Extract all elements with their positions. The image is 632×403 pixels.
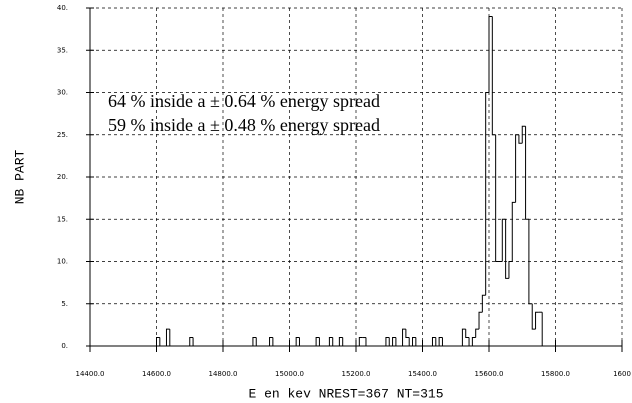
histogram-bin bbox=[468, 337, 473, 347]
histogram-bin bbox=[461, 328, 466, 346]
histogram-bin bbox=[485, 92, 489, 296]
histogram-bin bbox=[365, 337, 370, 347]
histogram-bin bbox=[431, 337, 436, 346]
y-tick-label: 40. bbox=[57, 4, 68, 12]
histogram-bin bbox=[528, 219, 533, 305]
histogram-bin bbox=[478, 311, 483, 330]
x-tick-label: 14800.0 bbox=[209, 370, 238, 378]
x-tick-label: 15400.0 bbox=[408, 370, 437, 378]
y-tick-label: 20. bbox=[57, 173, 68, 181]
histogram-bin bbox=[189, 337, 194, 346]
histogram-bin bbox=[441, 337, 446, 347]
x-tick-label: 15600.0 bbox=[475, 370, 504, 378]
histogram-bin bbox=[438, 337, 443, 346]
histogram-bin bbox=[501, 218, 506, 262]
histogram-bin bbox=[342, 337, 347, 347]
x-tick-label: 15000.0 bbox=[275, 370, 304, 378]
histogram-bin bbox=[298, 337, 303, 347]
histogram-bin bbox=[169, 329, 174, 347]
histogram-bin bbox=[315, 337, 320, 346]
histogram-bin bbox=[402, 328, 406, 346]
histogram-bin bbox=[328, 337, 333, 346]
y-tick-label: 10. bbox=[57, 258, 68, 266]
histogram-bin bbox=[518, 134, 523, 144]
histogram-bin bbox=[165, 328, 170, 346]
histogram-bin bbox=[495, 134, 499, 262]
histogram-bin bbox=[358, 337, 363, 346]
histogram-bin bbox=[385, 337, 390, 346]
annotation: 64 % inside a ± 0.64 % energy spread bbox=[108, 91, 380, 111]
y-tick-label: 15. bbox=[57, 215, 68, 223]
histogram-bin bbox=[505, 219, 509, 279]
histogram-bin bbox=[491, 16, 496, 136]
histogram-bin bbox=[318, 337, 323, 347]
histogram-bin bbox=[525, 126, 529, 220]
histogram-bin bbox=[521, 125, 526, 144]
histogram-bin bbox=[515, 134, 519, 203]
histogram-bin bbox=[415, 337, 420, 347]
histogram-bin bbox=[531, 303, 536, 330]
x-tick-label: 1600 bbox=[613, 370, 631, 378]
histogram-bin bbox=[405, 329, 410, 339]
histogram-bin bbox=[395, 337, 400, 347]
histogram-bin bbox=[535, 311, 539, 330]
histogram-bin bbox=[511, 201, 516, 262]
histogram-bin bbox=[392, 337, 396, 346]
annotation: 59 % inside a ± 0.48 % energy spread bbox=[108, 115, 380, 135]
histogram-bin bbox=[475, 328, 480, 338]
histogram-bin bbox=[272, 337, 277, 347]
x-tick-label: 15200.0 bbox=[342, 370, 371, 378]
histogram-bin bbox=[408, 337, 413, 347]
histogram-bin bbox=[488, 15, 493, 93]
histogram-bin bbox=[412, 337, 416, 346]
x-tick-label: 14400.0 bbox=[76, 370, 105, 378]
y-tick-label: 35. bbox=[57, 46, 68, 54]
y-tick-label: 25. bbox=[57, 131, 68, 139]
y-tick-label: 0. bbox=[61, 342, 68, 350]
y-tick-label: 5. bbox=[61, 300, 68, 308]
histogram-bin bbox=[255, 337, 260, 347]
histogram-bin bbox=[269, 337, 273, 346]
histogram-bin bbox=[252, 337, 257, 346]
histogram-bin bbox=[435, 337, 440, 347]
histogram-bin bbox=[465, 329, 470, 339]
x-tick-label: 14600.0 bbox=[142, 370, 171, 378]
y-tick-label: 30. bbox=[57, 89, 68, 97]
histogram-bin bbox=[388, 337, 393, 347]
histogram-bin bbox=[471, 337, 476, 346]
x-tick-label: 15800.0 bbox=[541, 370, 570, 378]
histogram-bin bbox=[481, 294, 486, 313]
histogram-bin bbox=[332, 337, 337, 347]
y-axis-title: NB PART bbox=[12, 149, 27, 204]
histogram-bin bbox=[295, 337, 300, 346]
histogram-bin bbox=[156, 337, 160, 346]
histogram-bin bbox=[508, 261, 513, 279]
histogram-bin bbox=[159, 337, 164, 347]
histogram-bin bbox=[338, 337, 343, 346]
histogram-bin bbox=[192, 337, 197, 347]
x-axis-title: E en kev NREST=367 NT=315 bbox=[248, 386, 443, 401]
